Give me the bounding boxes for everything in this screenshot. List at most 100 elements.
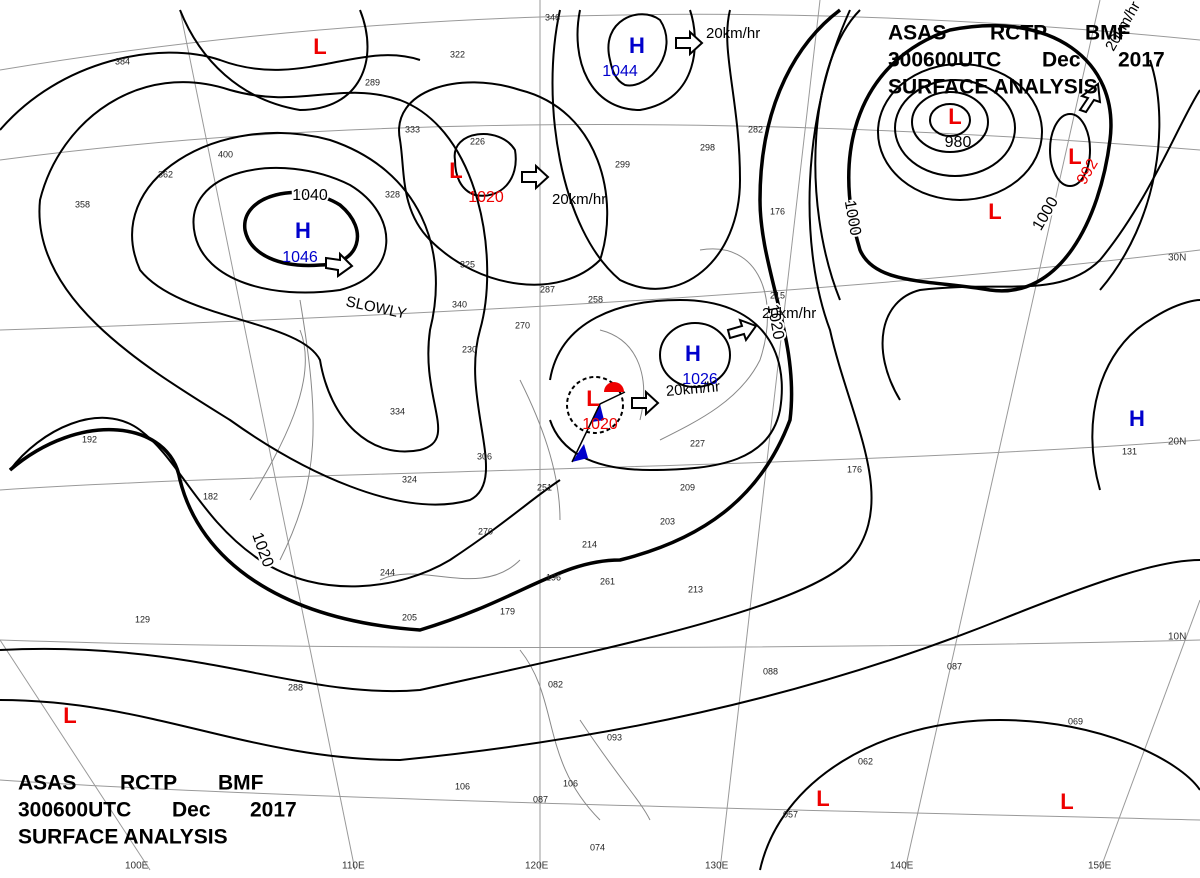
isobar (0, 9, 873, 693)
station-value: 340 (452, 299, 467, 309)
isobar (0, 559, 1200, 762)
isobars (0, 8, 1200, 871)
pressure-value: 1026 (682, 371, 718, 388)
longitude-label: 120E (525, 861, 549, 872)
pressure-value: 1020 (582, 416, 618, 433)
station-value: 325 (460, 259, 475, 269)
pressure-system: L (988, 199, 1001, 224)
station-value: 384 (115, 56, 130, 66)
header-text: ASAS (18, 772, 76, 795)
isobar (1091, 299, 1200, 491)
station-value: 328 (385, 189, 400, 199)
pressure-value: 1020 (468, 189, 504, 206)
pressure-system: L (816, 786, 829, 811)
latitude-label: 20N (1168, 437, 1186, 448)
lat-line (0, 779, 1200, 821)
isobar-label: 1040 (292, 187, 328, 204)
front-line (571, 391, 626, 463)
longitude-label: 150E (1088, 861, 1112, 872)
arrow (675, 29, 704, 57)
isobar (192, 166, 388, 294)
header-text: RCTP (990, 22, 1047, 45)
lat-line (0, 124, 1200, 161)
isobar (38, 81, 489, 506)
station-value: 131 (1122, 446, 1137, 456)
station-value: 069 (1068, 716, 1083, 726)
pressure-system: L (449, 158, 462, 183)
pressure-system: L (63, 703, 76, 728)
header-text: BMF (1085, 22, 1131, 45)
motion-label: 20km/hr (552, 191, 606, 208)
station-value: 358 (75, 199, 90, 209)
station-value: 082 (548, 679, 563, 689)
station-value: 230 (462, 344, 477, 354)
pressure-system: H (685, 341, 701, 366)
lon-line (0, 639, 151, 871)
motion-label: 20km/hr (762, 305, 816, 322)
arrow (521, 163, 550, 191)
isobar (8, 8, 842, 632)
header-text: Dec (1042, 49, 1081, 72)
station-value: 346 (545, 12, 560, 22)
header-text: 300600UTC (888, 49, 1001, 72)
header-text: 2017 (250, 799, 297, 822)
arrow (325, 251, 354, 278)
lon-line (179, 9, 356, 871)
station-value: 226 (470, 136, 485, 146)
motion-label: SLOWLY (344, 293, 408, 322)
lat-line (0, 439, 1200, 491)
longitude-label: 130E (705, 861, 729, 872)
header-text: BMF (218, 772, 264, 795)
station-value: 400 (218, 149, 233, 159)
station-value: 176 (770, 206, 785, 216)
header-text: SURFACE ANALYSIS (18, 826, 228, 849)
station-value: 287 (540, 284, 555, 294)
header-text: SURFACE ANALYSIS (888, 76, 1098, 99)
cold-front (572, 404, 604, 462)
station-value: 087 (533, 794, 548, 804)
isobar-dashed (566, 376, 624, 434)
isobar (179, 9, 369, 112)
arrow (631, 389, 660, 417)
pressure-system: L (948, 104, 961, 129)
motion-label: 20km/hr (665, 378, 720, 400)
lat-line (0, 639, 1200, 648)
station-value: 087 (947, 661, 962, 671)
station-value: 209 (680, 482, 695, 492)
header-text: Dec (172, 799, 211, 822)
station-value: 129 (135, 614, 150, 624)
station-value: 106 (455, 781, 470, 791)
station-value: 282 (748, 124, 763, 134)
warm-front (604, 382, 624, 392)
latitude-label: 30N (1168, 253, 1186, 264)
isobar (453, 133, 517, 197)
isobar (847, 23, 1113, 293)
fronts (571, 382, 626, 463)
station-value: 179 (500, 606, 515, 616)
station-value: 106 (563, 778, 578, 788)
header-text: ASAS (888, 22, 946, 45)
longitude-label: 110E (342, 861, 365, 872)
station-value: 288 (288, 682, 303, 692)
station-value: 334 (390, 406, 405, 416)
isobar-label: 1000 (1029, 194, 1062, 233)
pressure-system: L (1068, 144, 1081, 169)
station-value: 299 (615, 159, 630, 169)
station-value: 258 (588, 294, 603, 304)
isobar (659, 322, 731, 388)
latitude-label: 10N (1168, 632, 1186, 643)
station-value: 298 (700, 142, 715, 152)
isobar (0, 51, 421, 131)
pressure-system: L (586, 386, 599, 411)
station-value: 214 (582, 539, 597, 549)
station-value: 205 (402, 612, 417, 622)
labels: ASAS RCTP BMF 300600UTC Dec 2017 SURFACE ANALY… (18, 0, 1186, 872)
station-value: 074 (590, 842, 605, 852)
pressure-system: H (1129, 406, 1145, 431)
station-value: 261 (600, 576, 615, 586)
header-text: 300600UTC (18, 799, 131, 822)
isobar (1049, 113, 1091, 187)
isobar (131, 131, 440, 453)
isobar (894, 79, 1016, 177)
